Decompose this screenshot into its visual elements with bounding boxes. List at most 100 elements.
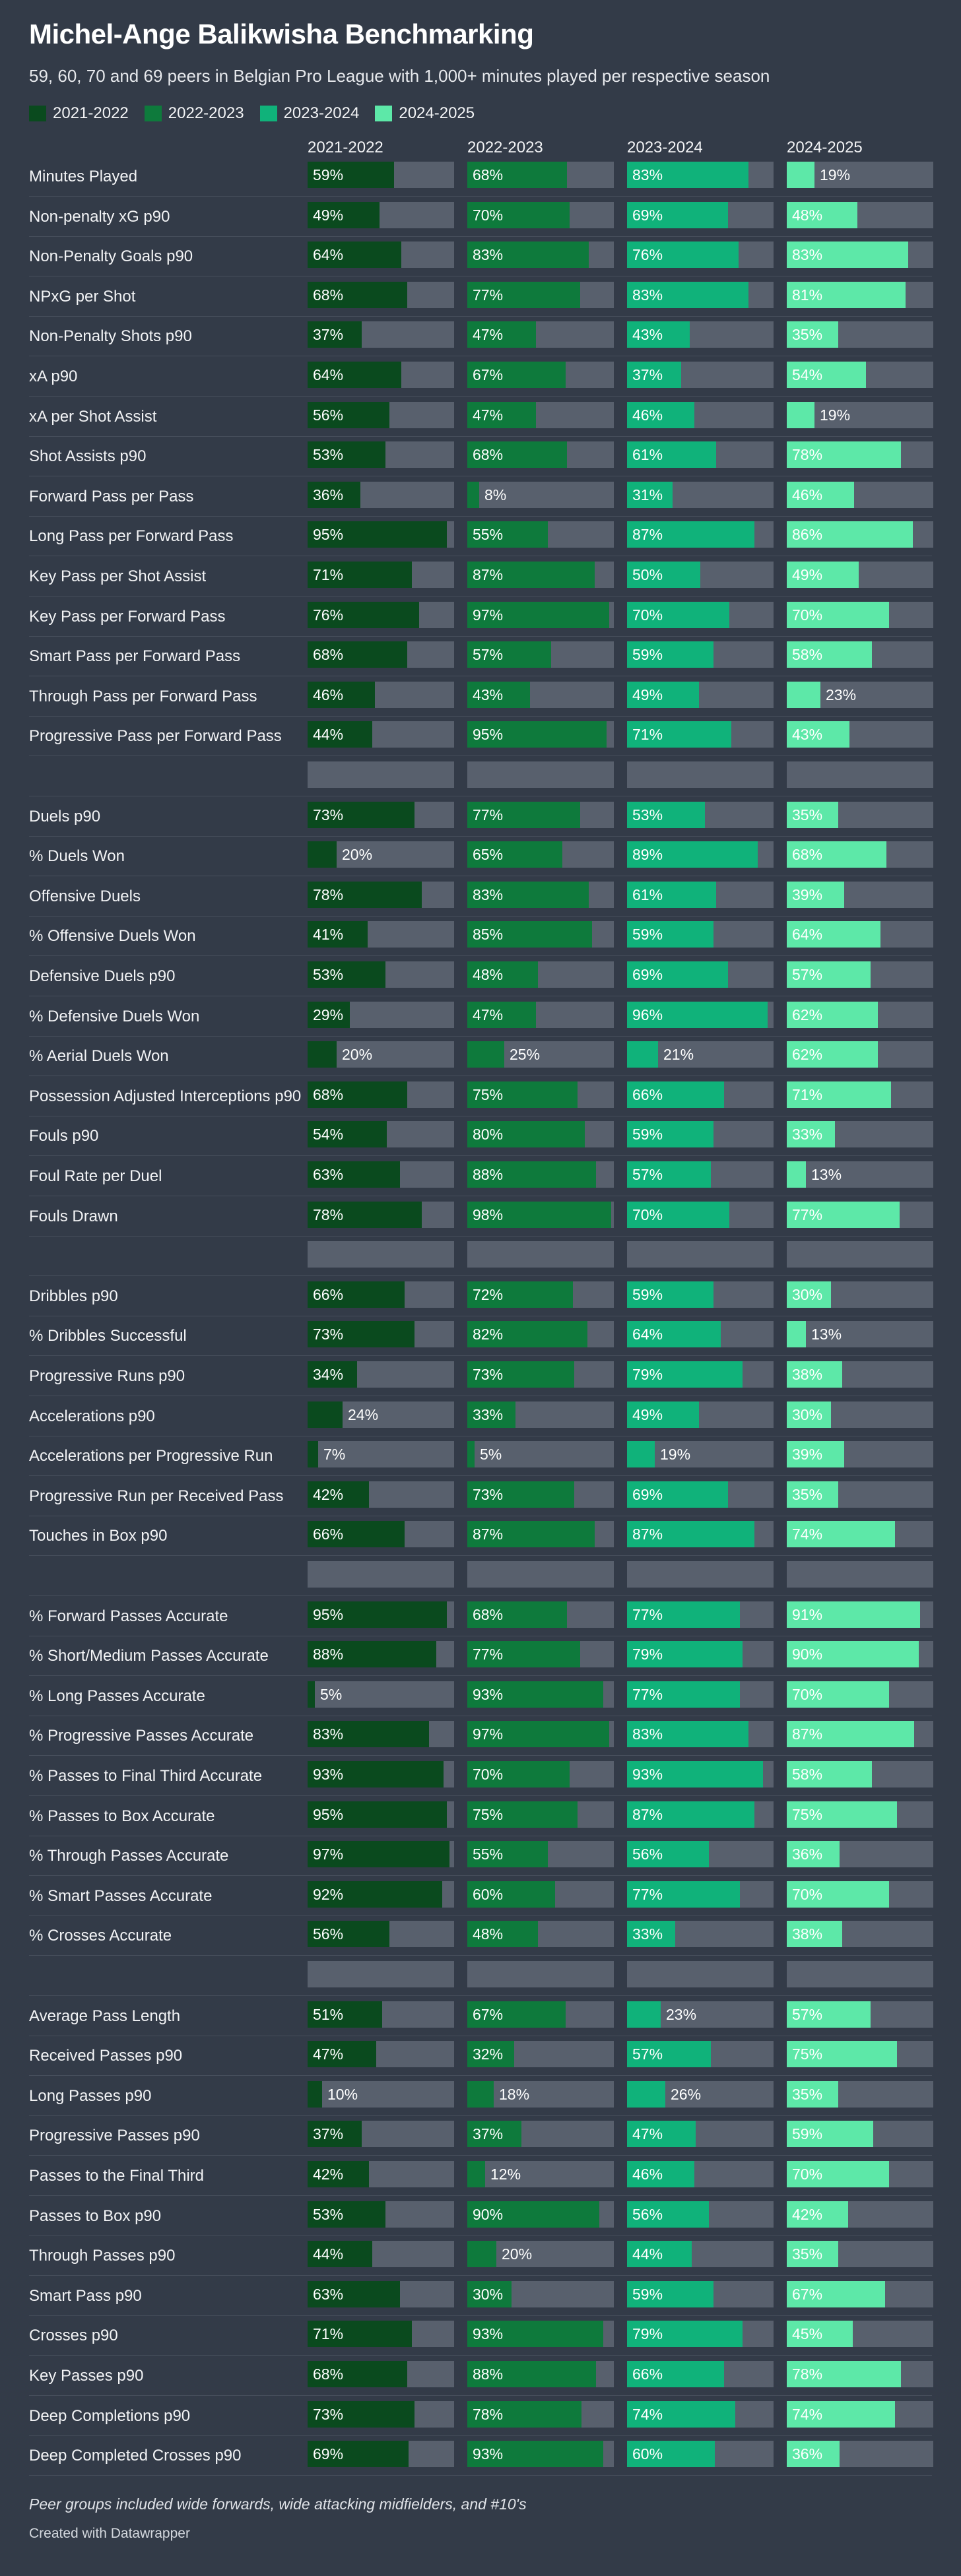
- bar-2023-2024: [627, 801, 705, 828]
- bar-2021-2022: [308, 2201, 385, 2228]
- bar-2024-2025: [787, 401, 814, 428]
- bar-track-2021-2022: 42%: [308, 2161, 454, 2187]
- bar-value-label: 74%: [632, 2405, 663, 2423]
- bar-2022-2023: [467, 921, 592, 948]
- bar-value-label: 74%: [792, 1526, 823, 1543]
- bar-value-label: 95%: [313, 526, 344, 544]
- bar-2023-2024: [627, 162, 748, 188]
- bar-track-2024-2025: 78%: [787, 2361, 933, 2387]
- bar-track-2024-2025: 70%: [787, 1881, 933, 1908]
- bar-value-label: 35%: [792, 2085, 823, 2103]
- bar-value-label: 5%: [480, 1446, 502, 1464]
- metric-label: Fouls Drawn: [29, 1207, 118, 1225]
- metric-row: Fouls Drawn 78% 98% 70% 77%: [29, 1196, 933, 1237]
- bar-2022-2023: [467, 601, 609, 628]
- bar-2024-2025: [787, 1361, 842, 1388]
- bar-track-2023-2024: 46%: [627, 401, 774, 428]
- bar-value-label: 64%: [792, 926, 823, 944]
- bar-track-2024-2025: 39%: [787, 1441, 933, 1468]
- bar-value-label: 49%: [792, 566, 823, 583]
- bar-2022-2023: [467, 401, 536, 428]
- metric-row: Long Passes p90 10% 18% 26% 35%: [29, 2076, 933, 2116]
- bar-2023-2024: [627, 1681, 740, 1708]
- bar-value-label: 59%: [632, 1126, 663, 1143]
- bar-2024-2025: [787, 921, 880, 948]
- bar-track-2023-2024: 69%: [627, 1481, 774, 1508]
- bar-value-label: 77%: [792, 1206, 823, 1223]
- bar-2022-2023: [467, 1121, 585, 1148]
- row-divider: [29, 435, 932, 437]
- bar-2021-2022: [308, 2121, 362, 2148]
- legend-swatch: [29, 106, 46, 121]
- legend-swatch: [375, 106, 393, 121]
- bar-value-label: 44%: [632, 2245, 663, 2263]
- bar-value-label: 55%: [473, 1846, 504, 1863]
- bar-track-2021-2022: 36%: [308, 481, 454, 508]
- bar-2021-2022: [308, 1401, 343, 1428]
- bar-track-2024-2025: 33%: [787, 1121, 933, 1148]
- bar-value-label: 77%: [473, 286, 504, 304]
- bar-track-2024-2025: [787, 761, 933, 788]
- bar-value-label: 66%: [313, 1526, 344, 1543]
- bar-value-label: 59%: [792, 2125, 823, 2143]
- row-divider: [29, 2155, 932, 2156]
- bar-2022-2023: [467, 681, 530, 708]
- bar-track-2023-2024: 77%: [627, 1881, 774, 1908]
- bar-value-label: 25%: [510, 1046, 541, 1064]
- row-divider: [29, 955, 932, 957]
- metric-label: % Long Passes Accurate: [29, 1687, 205, 1705]
- bar-value-label: 39%: [792, 886, 823, 903]
- row-divider: [29, 236, 932, 237]
- metric-row: Key Pass per Forward Pass 76% 97% 70% 70%: [29, 596, 933, 637]
- bar-2022-2023: [467, 1361, 574, 1388]
- bar-track-2021-2022: 56%: [308, 401, 454, 428]
- bar-value-label: 30%: [792, 1285, 823, 1303]
- bar-track-2022-2023: 47%: [467, 321, 614, 348]
- bar-value-label: 70%: [473, 1766, 504, 1783]
- bar-value-label: 69%: [313, 2445, 344, 2463]
- bar-value-label: 97%: [473, 1725, 504, 1743]
- bar-value-label: 8%: [484, 486, 507, 503]
- row-divider: [29, 2435, 932, 2436]
- bar-value-label: 56%: [313, 1925, 344, 1943]
- bar-track-2021-2022: 92%: [308, 1881, 454, 1908]
- bar-track-2022-2023: 87%: [467, 1521, 614, 1548]
- bar-track-2024-2025: 35%: [787, 801, 933, 828]
- metric-label: Non-Penalty Shots p90: [29, 327, 192, 346]
- bar-value-label: 78%: [792, 2366, 823, 2383]
- metric-row: % Forward Passes Accurate 95% 68% 77% 91%: [29, 1596, 933, 1636]
- bar-2023-2024: [627, 1001, 768, 1028]
- bar-value-label: 37%: [473, 2125, 504, 2143]
- bar-2022-2023: [467, 2001, 566, 2028]
- metric-label: xA p90: [29, 368, 78, 385]
- bar-track-2022-2023: 20%: [467, 2241, 614, 2268]
- bar-value-label: 53%: [313, 2205, 344, 2223]
- bar-2024-2025: [787, 1801, 897, 1828]
- bar-value-label: 71%: [792, 1085, 823, 1103]
- row-divider: [29, 2275, 932, 2276]
- bar-2024-2025: [787, 641, 872, 668]
- bar-value-label: 83%: [473, 246, 504, 264]
- bar-2022-2023: [467, 1681, 603, 1708]
- metric-label: % Crosses Accurate: [29, 1927, 172, 1945]
- spacer-row: [29, 756, 933, 796]
- bar-track-2024-2025: 46%: [787, 481, 933, 508]
- bar-value-label: 75%: [473, 1085, 504, 1103]
- bar-value-label: 66%: [632, 1085, 663, 1103]
- bar-2023-2024: [627, 201, 728, 228]
- bar-value-label: 33%: [473, 1405, 504, 1423]
- bar-track-2024-2025: [787, 1561, 933, 1588]
- bar-value-label: 46%: [632, 406, 663, 424]
- bar-value-label: 59%: [632, 646, 663, 664]
- bar-track-2022-2023: 70%: [467, 201, 614, 228]
- bar-2021-2022: [308, 881, 422, 908]
- bar-track-2021-2022: 78%: [308, 1201, 454, 1228]
- metric-row: Progressive Run per Received Pass 42% 73% 6…: [29, 1476, 933, 1516]
- bar-track-2022-2023: 82%: [467, 1321, 614, 1348]
- bar-2023-2024: [627, 362, 681, 388]
- bar-2021-2022: [308, 201, 380, 228]
- metric-label: % Forward Passes Accurate: [29, 1607, 228, 1625]
- bar-track-2021-2022: [308, 1961, 454, 1987]
- bar-2021-2022: [308, 1881, 442, 1908]
- bar-track-2022-2023: 97%: [467, 1721, 614, 1748]
